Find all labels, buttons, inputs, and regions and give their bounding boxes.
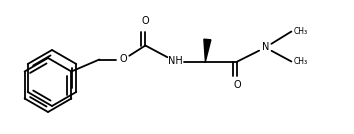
Text: NH: NH — [168, 57, 183, 66]
Text: CH₃: CH₃ — [293, 57, 308, 66]
Text: CH₃: CH₃ — [293, 27, 308, 36]
Text: O: O — [234, 81, 241, 90]
Text: N: N — [262, 42, 269, 53]
Text: O: O — [120, 55, 127, 64]
Polygon shape — [204, 39, 211, 62]
Text: O: O — [142, 16, 149, 27]
